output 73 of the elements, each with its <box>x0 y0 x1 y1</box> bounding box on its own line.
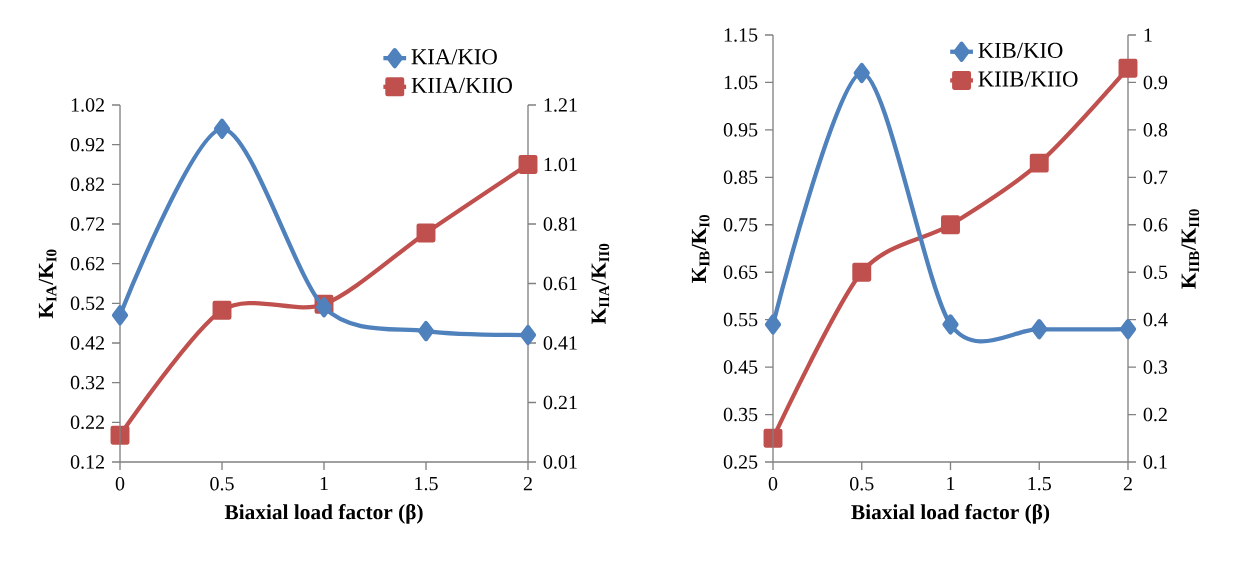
y2-axis-title: K$_{IIB}$/K$_{II0}$ <box>1181 209 1200 289</box>
point <box>417 320 435 342</box>
point <box>518 155 538 174</box>
y2-tick-label: 0.9 <box>1143 75 1168 90</box>
y-tick-label: 0.72 <box>70 217 104 231</box>
y-tick-label: 0.35 <box>723 407 758 422</box>
legend-label: KIIA/KIIO <box>411 77 512 94</box>
x-axis-title: Biaxial load factor (β) <box>851 504 1050 524</box>
x-tick-label: 1.5 <box>415 476 438 491</box>
legend-label: KIIB/KIIO <box>978 71 1078 87</box>
y2-tick-label: 1.21 <box>544 98 577 112</box>
point <box>519 324 537 346</box>
y-tick-label: 0.92 <box>70 137 104 152</box>
point <box>853 62 870 84</box>
y-tick-label: 0.75 <box>723 217 758 232</box>
y2-tick-label: 0.2 <box>1143 407 1167 422</box>
y-tick-label: 0.95 <box>723 123 758 137</box>
x-axis-title: Biaxial load factor (β) <box>224 504 423 524</box>
point <box>941 215 960 235</box>
point <box>852 262 872 282</box>
y-tick-label: 0.22 <box>70 415 104 430</box>
x-tick-label: 2 <box>1123 476 1132 491</box>
y-tick-label: 0.32 <box>70 375 104 390</box>
x-tick-label: 1.5 <box>1028 476 1051 491</box>
x-tick-label: 0.5 <box>850 476 874 491</box>
y-tick-label: 0.82 <box>70 177 104 192</box>
y-tick-label: 0.42 <box>70 336 104 350</box>
point <box>111 305 129 326</box>
y-tick-label: 1.02 <box>71 98 104 112</box>
y2-tick-label: 0.61 <box>543 276 577 291</box>
y2-tick-label: 0.21 <box>543 395 577 410</box>
y2-tick-label: 0.4 <box>1143 312 1168 327</box>
y2-tick-label: 1.01 <box>544 157 577 172</box>
y2-tick-label: 0.1 <box>1143 455 1167 469</box>
x-tick-label: 1 <box>947 476 955 491</box>
y-tick-label: 1.15 <box>724 28 758 42</box>
y2-tick-label: 0.7 <box>1143 170 1168 185</box>
y-tick-label: 0.85 <box>723 170 758 185</box>
point <box>212 300 232 320</box>
x-tick-label: 1 <box>320 476 328 491</box>
y2-tick-label: 0.81 <box>543 217 577 231</box>
legend-label: KIA/KIO <box>411 49 497 65</box>
y2-tick-label: 0.01 <box>543 455 577 469</box>
point <box>416 223 436 243</box>
y2-tick-label: 0.8 <box>1143 123 1168 137</box>
point <box>213 118 231 139</box>
y2-tick-label: 0.5 <box>1143 265 1168 280</box>
point <box>1029 153 1049 173</box>
y-tick-label: 0.45 <box>723 360 758 374</box>
point <box>942 314 959 335</box>
y2-tick-label: 1 <box>1144 28 1152 42</box>
y-tick-label: 0.25 <box>723 455 758 469</box>
x-tick-label: 2 <box>523 476 532 491</box>
point <box>1119 319 1137 340</box>
y-tick-label: 1.05 <box>724 75 758 90</box>
point <box>764 314 782 335</box>
y-tick-label: 0.62 <box>70 256 104 271</box>
x-tick-label: 0.5 <box>210 476 234 491</box>
y-tick-label: 0.65 <box>723 265 758 280</box>
y-tick-label: 0.52 <box>70 296 104 311</box>
y2-tick-label: 0.41 <box>543 336 577 350</box>
point <box>1118 58 1138 78</box>
y-axis-title: K$_{IA}$/K$_{I0}$ <box>38 249 57 319</box>
point <box>1031 319 1048 340</box>
x-tick-label: 0 <box>768 476 778 491</box>
y2-tick-label: 0.6 <box>1143 217 1168 232</box>
x-tick-label: 0 <box>115 476 125 491</box>
legend-label: KIB/KIO <box>978 42 1063 58</box>
y2-tick-label: 0.3 <box>1143 360 1168 374</box>
y-tick-label: 0.12 <box>70 455 104 469</box>
y-tick-label: 0.55 <box>723 312 758 327</box>
y-axis-title: K$_{IB}$/K$_{I0}$ <box>691 214 710 283</box>
y2-axis-title: K$_{IIA}$/K$_{II0}$ <box>591 243 610 325</box>
